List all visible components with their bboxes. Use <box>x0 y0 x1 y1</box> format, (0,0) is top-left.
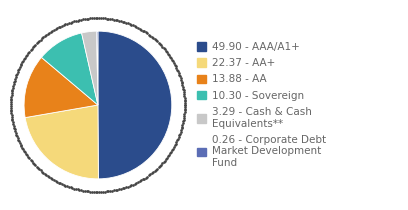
Legend: 49.90 - AAA/A1+, 22.37 - AA+, 13.88 - AA, 10.30 - Sovereign, 3.29 - Cash & Cash
: 49.90 - AAA/A1+, 22.37 - AA+, 13.88 - AA… <box>197 42 326 168</box>
Wedge shape <box>82 31 98 105</box>
Wedge shape <box>24 57 98 118</box>
Wedge shape <box>97 31 98 105</box>
Wedge shape <box>98 31 172 179</box>
Wedge shape <box>42 33 98 105</box>
Wedge shape <box>25 105 98 179</box>
